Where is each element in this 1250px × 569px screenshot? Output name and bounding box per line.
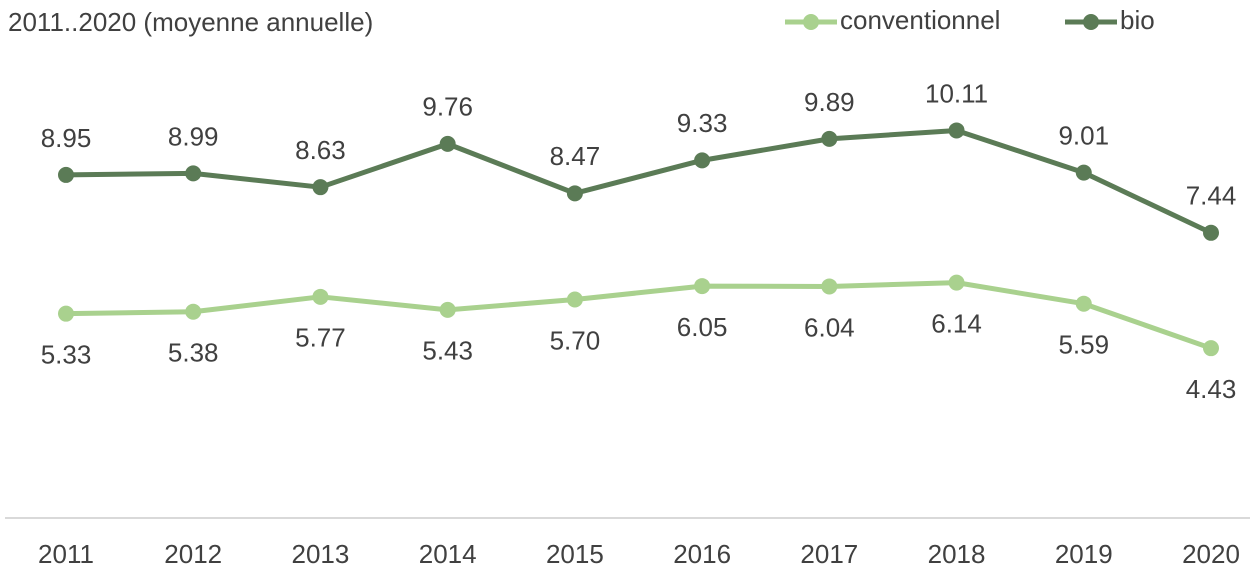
data-point [948,274,965,291]
data-point [185,303,202,320]
data-label: 9.33 [677,108,728,138]
data-label: 8.99 [168,121,219,151]
data-point [58,305,74,322]
x-tick-label: 2017 [800,539,858,569]
data-point [1075,164,1092,181]
x-tick-label: 2014 [419,539,477,569]
data-point [439,135,456,152]
x-tick-label: 2020 [1182,539,1240,569]
data-label: 8.47 [550,141,601,171]
data-label: 6.04 [804,312,855,342]
data-point [1075,295,1092,312]
x-tick-label: 2018 [928,539,986,569]
data-label: 6.14 [931,309,982,339]
data-label: 9.01 [1058,120,1109,150]
data-point [821,130,838,147]
data-label: 5.59 [1058,330,1109,360]
data-point [566,291,583,308]
data-label: 5.43 [422,336,473,366]
data-point [1203,340,1219,357]
data-point [312,179,329,196]
data-point [948,122,965,139]
series-line [65,127,1213,236]
data-label: 9.76 [422,92,473,122]
legend-label: bio [1120,5,1155,35]
data-label: 5.33 [41,340,92,370]
data-point [1203,224,1219,241]
data-point [821,278,838,295]
data-label: 9.89 [804,87,855,117]
legend-label: conventionnel [840,5,1000,35]
data-label: 5.77 [295,323,346,353]
chart-subtitle: 2011..2020 (moyenne annuelle) [8,7,373,37]
data-label: 8.63 [295,135,346,165]
x-tick-label: 2019 [1055,539,1113,569]
x-tick-label: 2011 [38,539,94,569]
data-point [312,288,329,305]
data-point [439,301,456,318]
x-tick-label: 2015 [546,539,604,569]
data-point [694,278,711,295]
legend-marker [1083,14,1099,30]
data-point [694,152,711,169]
data-label: 6.05 [677,312,728,342]
data-label: 5.70 [550,325,601,355]
data-point [58,166,74,183]
data-label: 4.43 [1186,374,1237,404]
data-point [185,165,202,182]
data-point [566,185,583,202]
data-label: 7.44 [1186,181,1237,211]
data-label: 10.11 [925,78,988,108]
x-tick-label: 2016 [673,539,731,569]
data-label: 8.95 [41,123,92,153]
x-tick-label: 2013 [292,539,350,569]
legend-marker [803,14,819,30]
x-tick-label: 2012 [164,539,222,569]
data-label: 5.38 [168,338,219,368]
series-line [65,280,1212,351]
